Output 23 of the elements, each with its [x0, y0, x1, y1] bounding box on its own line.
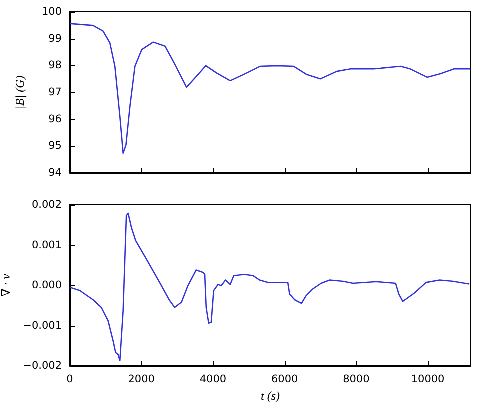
y-tick-label: 100 [42, 6, 62, 18]
x-tick-label: 10000 [411, 374, 445, 386]
y-tick-label: 96 [48, 113, 62, 126]
x-axis-title: t (s) [261, 388, 280, 403]
y-tick-label: 97 [48, 86, 62, 98]
y-axis-title: |B| (G) [13, 76, 27, 110]
y-tick-label: −0.002 [23, 360, 62, 372]
y-tick-label: 94 [48, 167, 62, 179]
line-series [69, 212, 470, 362]
y-tick-label: 98 [48, 60, 62, 72]
x-tick-label: 0 [66, 374, 74, 386]
y-tick-label: 0.000 [32, 280, 62, 292]
y-tick-label: 95 [48, 140, 62, 152]
x-tick-label: 2000 [128, 374, 155, 386]
x-tick-label: 6000 [271, 374, 298, 386]
y-tick-label: −0.001 [23, 320, 62, 332]
x-tick-label: 8000 [343, 374, 370, 386]
y-axis-title: ∇ · v [0, 273, 14, 297]
y-tick-label: 0.002 [32, 199, 62, 211]
line-series [69, 23, 472, 154]
y-tick-label: 99 [48, 32, 62, 45]
y-tick-label: 0.001 [32, 239, 62, 252]
x-tick-label: 4000 [200, 374, 227, 386]
